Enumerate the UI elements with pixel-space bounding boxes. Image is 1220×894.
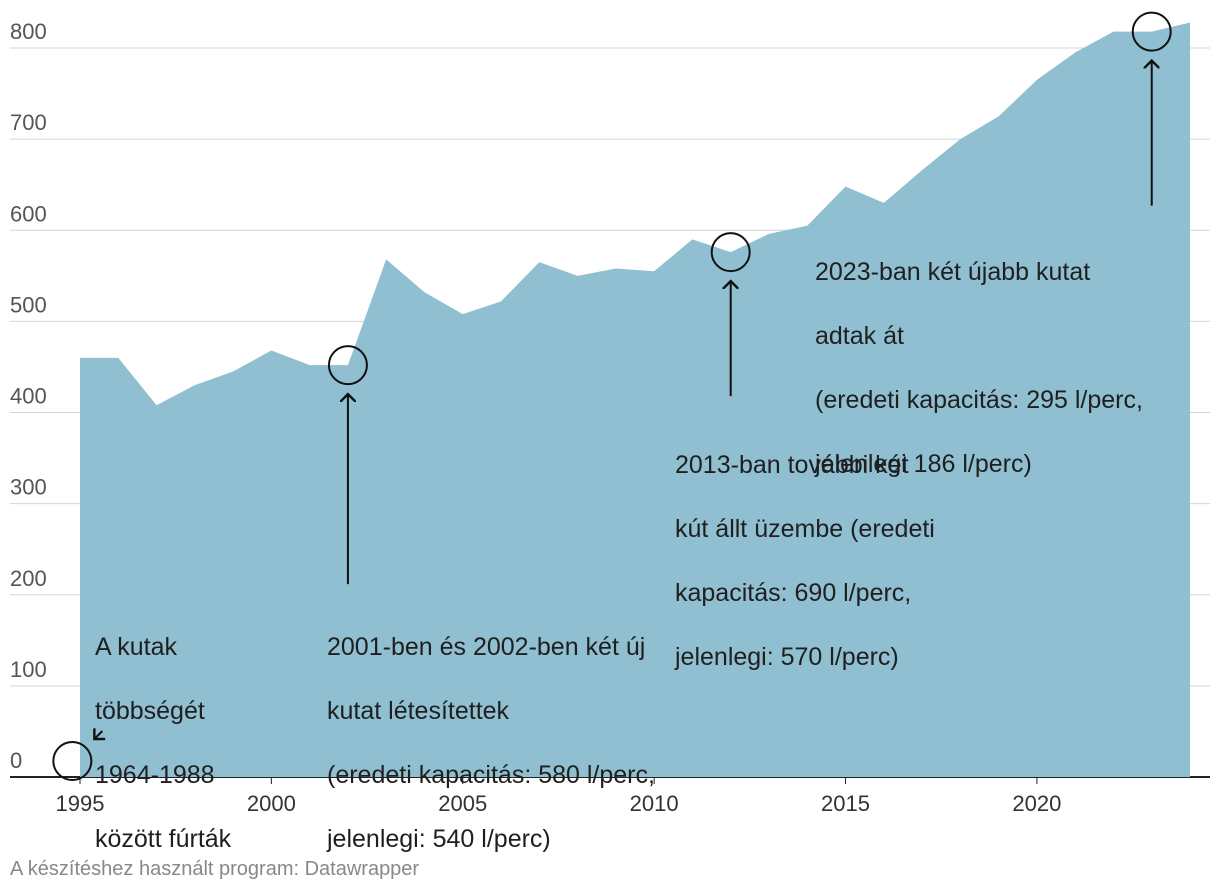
annotation-2013: 2013-ban további két kút állt üzembe (er… bbox=[675, 417, 935, 705]
annotation-line: kút állt üzembe (eredeti bbox=[675, 515, 935, 543]
footer-credit: A készítéshez használt program: Datawrap… bbox=[10, 858, 420, 880]
y-axis-ticks: 0 100 200 300 400 500 600 700 800 bbox=[10, 19, 47, 773]
annotation-line: (eredeti kapacitás: 580 l/perc, bbox=[327, 761, 655, 789]
area-series bbox=[80, 22, 1190, 778]
annotation-arrow bbox=[94, 731, 102, 739]
annotation-line: 1964-1988 bbox=[95, 761, 215, 789]
y-tick-label: 500 bbox=[10, 292, 47, 317]
annotation-circle bbox=[710, 232, 751, 273]
x-tick-label: 2000 bbox=[247, 791, 296, 816]
y-tick-label: 800 bbox=[10, 19, 47, 44]
annotation-line: jelenlegi: 570 l/perc) bbox=[675, 643, 899, 671]
x-axis-ticks: 1995 2000 2005 2010 2015 2020 bbox=[56, 777, 1061, 816]
annotation-2002: 2001-ben és 2002-ben két új kutat létesí… bbox=[327, 599, 655, 887]
annotation-line: (eredeti kapacitás: 295 l/perc, bbox=[815, 386, 1143, 414]
y-tick-label: 600 bbox=[10, 201, 47, 226]
annotation-line: A kutak bbox=[95, 633, 177, 661]
y-tick-label: 700 bbox=[10, 110, 47, 135]
annotation-circle bbox=[327, 345, 368, 386]
y-tick-label: 100 bbox=[10, 657, 47, 682]
y-tick-label: 300 bbox=[10, 475, 47, 500]
annotation-line: jelenlegi 186 l/perc) bbox=[815, 450, 1032, 478]
annotation-line: többségét bbox=[95, 697, 205, 725]
annotation-early-wells: A kutak többségét 1964-1988 között fúrtá… bbox=[95, 599, 231, 887]
annotation-line: 2001-ben és 2002-ben két új bbox=[327, 633, 646, 661]
annotation-circle bbox=[1131, 11, 1172, 52]
annotation-line: között fúrták bbox=[95, 825, 232, 853]
y-tick-label: 0 bbox=[10, 748, 22, 773]
annotation-line: adtak át bbox=[815, 322, 904, 350]
annotation-line: 2013-ban további két bbox=[675, 451, 909, 479]
x-tick-label: 2005 bbox=[438, 791, 487, 816]
annotation-line: 2023-ban két újabb kutat bbox=[815, 258, 1091, 286]
chart: 0 100 200 300 400 500 600 700 800 1995 2000 2005 20… bbox=[10, 11, 1210, 816]
x-tick-label: 2015 bbox=[821, 791, 870, 816]
y-tick-label: 400 bbox=[10, 384, 47, 409]
annotation-circle bbox=[52, 741, 93, 781]
annotation-2023: 2023-ban két újabb kutat adtak át (erede… bbox=[815, 224, 1143, 512]
x-tick-label: 2010 bbox=[630, 791, 679, 816]
x-tick-label: 2020 bbox=[1012, 791, 1061, 816]
annotation-markers bbox=[52, 11, 1172, 781]
annotation-line: kutat létesítettek bbox=[327, 697, 510, 725]
annotation-line: jelenlegi: 540 l/perc) bbox=[327, 825, 551, 853]
x-tick-label: 1995 bbox=[56, 791, 105, 816]
area-fill bbox=[80, 22, 1190, 778]
annotation-line: kapacitás: 690 l/perc, bbox=[675, 579, 912, 607]
y-tick-label: 200 bbox=[10, 566, 47, 591]
